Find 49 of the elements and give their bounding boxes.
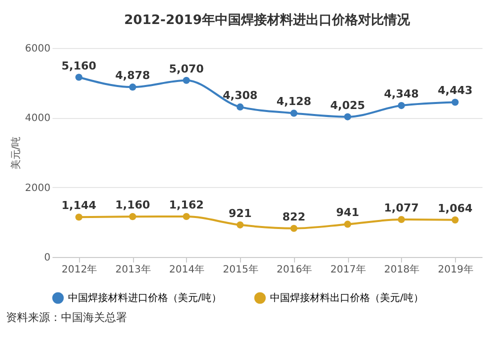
data-label: 4,878 [115, 69, 150, 82]
text: 资料来源：中国海关总署 [6, 310, 128, 325]
data-label: 4,128 [276, 95, 312, 108]
data-label: 4,348 [384, 88, 419, 101]
data-label: 822 [282, 210, 306, 224]
data-label: 5,070 [168, 62, 204, 76]
x-tick-label: 2014年 [169, 264, 205, 276]
data-label: 1,077 [384, 201, 419, 214]
point [182, 76, 190, 84]
data-label: 4,443 [438, 84, 473, 98]
y-tick-label: 2000 [25, 182, 50, 194]
point [344, 220, 352, 228]
legend-label: 中国焊接材料出口价格（美元/吨） [270, 292, 424, 304]
point [452, 98, 459, 106]
point [452, 216, 459, 224]
point [75, 214, 82, 221]
point [290, 110, 298, 117]
data-label: 1,144 [61, 199, 97, 212]
point [129, 213, 136, 220]
x-tick-label: 2018年 [384, 264, 420, 276]
data-label: 4,025 [330, 98, 366, 112]
x-tick-label: 2012年 [62, 264, 98, 276]
x-tick-label: 2013年 [115, 264, 151, 276]
x-tick-label: 2016年 [276, 264, 312, 276]
point [290, 224, 298, 232]
y-axis-title: 美元/吨 [10, 136, 22, 170]
legend-label: 中国焊接材料进口价格（美元/吨） [68, 292, 222, 304]
y-tick-label: 6000 [25, 44, 50, 54]
point [398, 216, 405, 224]
data-label: 921 [228, 206, 252, 220]
point [344, 113, 352, 120]
point [182, 212, 190, 220]
x-tick-label: 2019年 [438, 264, 474, 276]
point [236, 103, 244, 110]
y-tick-label: 0 [44, 252, 50, 264]
data-label: 4,308 [222, 88, 258, 102]
data-label: 5,160 [61, 59, 97, 72]
x-tick-label: 2015年 [222, 264, 258, 276]
point [75, 74, 82, 81]
point [398, 102, 405, 110]
y-tick-label: 4000 [25, 113, 50, 124]
data-label: 1,162 [168, 198, 204, 212]
data-label: 1,064 [438, 202, 473, 215]
point [129, 84, 136, 91]
data-label: 1,160 [115, 198, 150, 212]
point [236, 221, 244, 228]
x-tick-label: 2017年 [330, 264, 366, 276]
chart-title: 2012-2019年中国焊接材料进出口价格对比情况 [124, 12, 411, 28]
data-label: 941 [336, 206, 360, 220]
